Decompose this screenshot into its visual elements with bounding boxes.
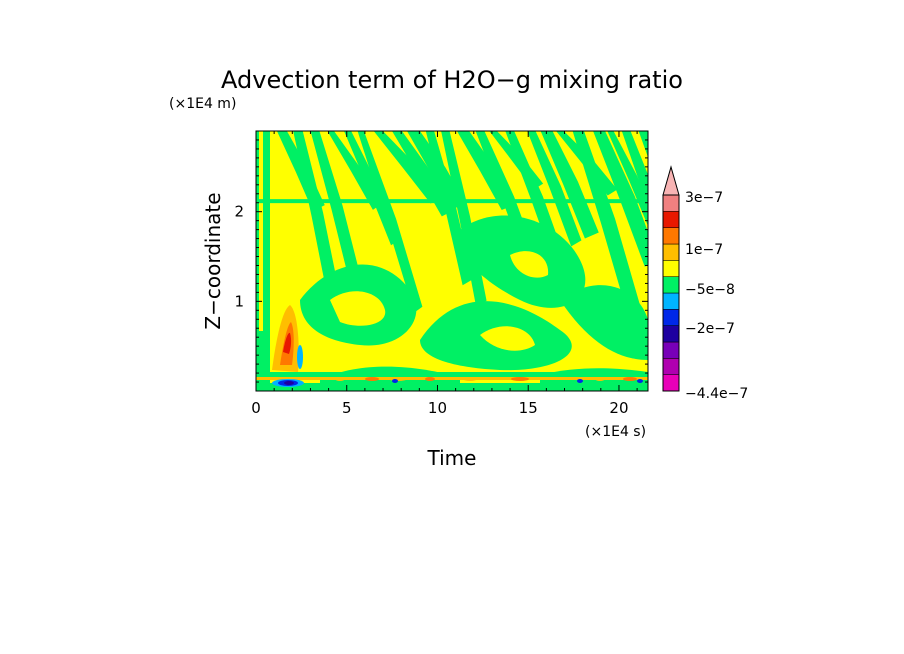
chart-title: Advection term of H2O−g mixing ratio: [221, 66, 683, 94]
colorbar-label: −4.4e−7: [685, 386, 748, 402]
cyan-blob: [297, 345, 303, 369]
y-axis: 12: [234, 139, 648, 383]
colorbar-segment: [662, 211, 680, 228]
green-band: [527, 131, 582, 247]
navy-blob: [284, 381, 294, 385]
plot-area: [256, 131, 648, 391]
colorbar-segment: [662, 276, 680, 294]
green-band: [357, 131, 423, 313]
green-band: [392, 131, 454, 217]
x-tick-label: 10: [428, 399, 447, 417]
colorbar: 3e−7 1e−7 −5e−8 −2e−7 −4.4e−7: [662, 165, 748, 402]
contour-bands: [256, 131, 648, 391]
green-band: [593, 131, 648, 267]
y-tick-label: 2: [234, 203, 244, 221]
surface-layer: [256, 383, 648, 391]
green-band: [560, 285, 648, 360]
surface-speck: [392, 379, 398, 383]
colorbar-segment: [662, 325, 680, 343]
green-band: [638, 131, 648, 158]
x-axis: 0 5 10 15 20: [251, 131, 638, 417]
red-core: [283, 332, 292, 354]
colorbar-extend-arrow: [662, 165, 680, 196]
surface-speck: [463, 377, 477, 381]
surface-speck: [595, 377, 605, 381]
colorbar-label: −5e−8: [685, 282, 735, 298]
colorbar-label: 1e−7: [685, 242, 723, 258]
surface-speck: [365, 377, 379, 381]
colorbar-frame: [662, 194, 680, 392]
surface-speck: [425, 377, 435, 381]
y-tick-label: 1: [234, 292, 244, 310]
green-band: [293, 131, 340, 301]
surface-speck: [389, 377, 407, 381]
y-axis-label: Z−coordinate: [201, 192, 225, 329]
plot-frame: [255, 130, 649, 392]
green-band: [540, 131, 599, 239]
colorbar-segment: [662, 292, 680, 310]
yellow-band: [259, 131, 263, 331]
colorbar-segment: [662, 309, 680, 326]
yellow-band: [510, 251, 549, 278]
y-scale-note: (×1E4 m): [169, 96, 236, 112]
x-tick-label: 0: [251, 399, 261, 417]
colorbar-label: 3e−7: [685, 190, 723, 206]
colorbar-segment: [662, 227, 680, 245]
colorbar-segment: [662, 260, 680, 277]
surface-speck: [335, 377, 345, 381]
yellow-band: [330, 291, 386, 326]
green-band: [256, 199, 648, 204]
surface-speck: [623, 377, 637, 381]
colorbar-segment: [662, 341, 680, 359]
surface-features: [256, 305, 648, 391]
surface-layer: [256, 372, 648, 377]
colorbar-segment: [662, 374, 680, 392]
green-band: [310, 131, 362, 287]
x-scale-note: (×1E4 s): [585, 424, 646, 440]
x-tick-label: 20: [609, 399, 628, 417]
surface-layer: [256, 377, 648, 380]
colorbar-segment: [662, 243, 680, 261]
surface-speck: [577, 379, 583, 383]
yellow-band: [480, 326, 535, 351]
surface-speck: [637, 379, 643, 383]
surface-speck: [511, 377, 529, 381]
x-tick-label: 15: [519, 399, 538, 417]
green-band: [327, 131, 382, 210]
colorbar-segment: [662, 358, 680, 375]
x-tick-label: 5: [342, 399, 352, 417]
x-axis-label: Time: [427, 446, 477, 470]
green-band: [425, 131, 473, 286]
green-band: [621, 131, 648, 208]
colorbar-segment: [662, 194, 680, 212]
green-band: [572, 131, 641, 313]
colorbar-label: −2e−7: [685, 321, 735, 337]
